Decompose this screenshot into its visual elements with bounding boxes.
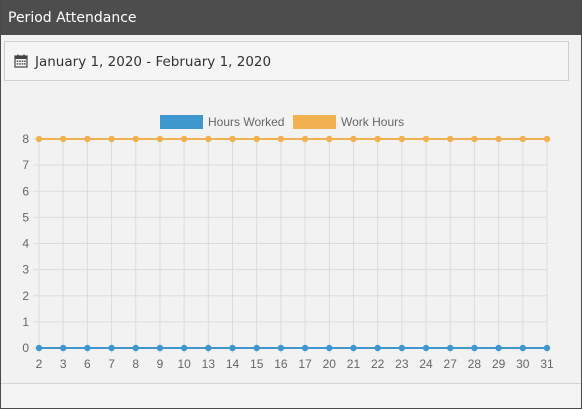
data-point — [277, 135, 285, 143]
panel-footer — [1, 383, 581, 408]
data-point — [205, 344, 212, 352]
data-point — [447, 135, 454, 143]
x-tick-label: 27 — [444, 357, 458, 371]
x-tick-label: 15 — [250, 357, 264, 371]
data-point — [350, 344, 357, 352]
calendar-icon — [14, 54, 28, 68]
data-point — [229, 135, 236, 143]
x-tick-label: 23 — [395, 357, 409, 371]
x-tick-label: 7 — [108, 357, 115, 371]
y-tick-label: 5 — [22, 210, 29, 224]
data-point — [519, 344, 527, 352]
panel-title: Period Attendance — [1, 1, 581, 35]
data-point — [543, 135, 551, 143]
date-range-box[interactable]: January 1, 2020 - February 1, 2020 — [4, 41, 569, 81]
legend-label[interactable]: Work Hours — [341, 115, 404, 129]
x-tick-label: 3 — [60, 357, 67, 371]
data-point — [59, 135, 67, 143]
x-tick-label: 9 — [157, 357, 164, 371]
data-point — [350, 135, 357, 143]
data-point — [301, 135, 309, 143]
data-point — [180, 135, 188, 143]
data-point — [277, 344, 285, 352]
x-tick-label: 13 — [202, 357, 216, 371]
y-tick-label: 1 — [22, 315, 29, 329]
data-point — [156, 135, 164, 143]
data-point — [229, 344, 236, 352]
x-tick-label: 6 — [84, 357, 91, 371]
y-tick-label: 8 — [22, 132, 29, 146]
x-tick-label: 22 — [371, 357, 385, 371]
data-point — [84, 135, 91, 143]
x-tick-label: 17 — [298, 357, 312, 371]
x-tick-label: 29 — [492, 357, 506, 371]
y-tick-label: 3 — [22, 263, 29, 277]
data-point — [447, 344, 454, 352]
data-point — [108, 344, 115, 352]
x-tick-label: 16 — [274, 357, 288, 371]
x-tick-label: 20 — [323, 357, 337, 371]
data-point — [326, 135, 333, 143]
x-tick-label: 21 — [347, 357, 361, 371]
data-point — [495, 135, 502, 143]
data-point — [253, 344, 260, 352]
legend-swatch[interactable] — [160, 115, 203, 129]
x-tick-label: 31 — [540, 357, 554, 371]
data-point — [422, 135, 430, 143]
y-tick-label: 6 — [22, 184, 29, 198]
x-tick-label: 24 — [419, 357, 433, 371]
data-point — [301, 344, 309, 352]
data-point — [132, 135, 139, 143]
data-point — [495, 344, 502, 352]
data-point — [59, 344, 67, 352]
data-point — [398, 344, 406, 352]
x-tick-label: 2 — [36, 357, 43, 371]
data-point — [543, 344, 551, 352]
x-tick-label: 30 — [516, 357, 530, 371]
x-tick-label: 28 — [468, 357, 482, 371]
attendance-chart: 0 1 2 3 4 5 6 7 8 2 3 6 7 8 9 10 13 14 15 16 17 20 21 22 23 24 27 2… — [1, 101, 581, 381]
data-point — [374, 344, 381, 352]
data-point — [180, 344, 188, 352]
legend-label[interactable]: Hours Worked — [208, 115, 284, 129]
data-point — [205, 135, 212, 143]
data-point — [398, 135, 406, 143]
x-tick-label: 14 — [226, 357, 240, 371]
data-point — [326, 344, 333, 352]
data-point — [84, 344, 91, 352]
data-point — [35, 344, 43, 352]
data-point — [253, 135, 260, 143]
y-tick-label: 2 — [22, 289, 29, 303]
data-point — [519, 135, 527, 143]
y-tick-label: 7 — [22, 158, 29, 172]
data-point — [132, 344, 139, 352]
y-tick-label: 4 — [22, 237, 29, 251]
data-point — [156, 344, 164, 352]
x-tick-label: 10 — [177, 357, 191, 371]
data-point — [35, 135, 43, 143]
x-tick-label: 8 — [132, 357, 139, 371]
data-point — [471, 135, 478, 143]
date-range-text: January 1, 2020 - February 1, 2020 — [35, 54, 272, 70]
data-point — [108, 135, 115, 143]
legend-swatch[interactable] — [293, 115, 336, 129]
data-point — [422, 344, 430, 352]
data-point — [471, 344, 478, 352]
y-tick-label: 0 — [22, 341, 29, 355]
data-point — [374, 135, 381, 143]
